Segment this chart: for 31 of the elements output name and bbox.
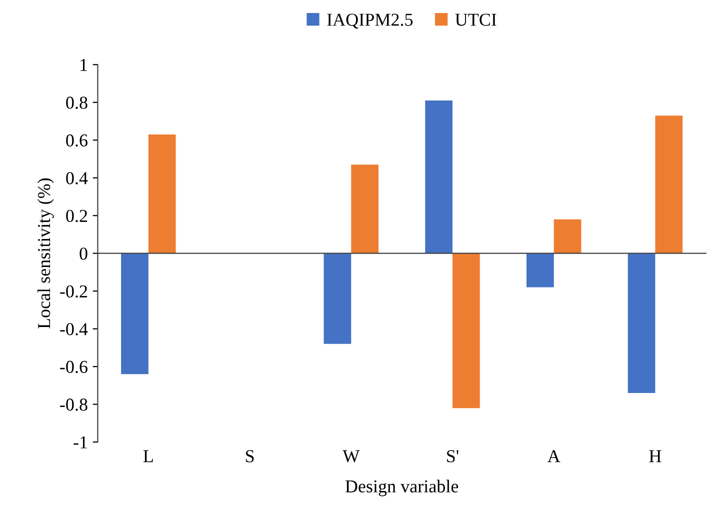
y-tick-label: -0.2 [60, 285, 88, 298]
y-tick-label: 1 [80, 58, 87, 71]
y-tick-label: 0 [80, 248, 88, 260]
y-tick-label: -0.8 [60, 398, 88, 411]
bar [148, 134, 176, 254]
y-tick-label: 0.2 [66, 210, 88, 222]
bar [452, 253, 480, 408]
x-tick-label: L [143, 450, 153, 462]
x-axis-title: Design variable [345, 480, 458, 496]
bar [425, 100, 452, 254]
x-tick-label: H [649, 450, 662, 462]
bar [121, 253, 148, 374]
legend-label: IAQIPM2.5 [327, 14, 413, 29]
y-tick-label: 0.6 [66, 134, 88, 147]
x-tick-label: S' [447, 450, 458, 462]
y-tick-label: 0.8 [66, 96, 88, 109]
y-tick-label: -1 [74, 436, 87, 448]
x-tick-label: S [246, 450, 254, 462]
x-tick-label: A [548, 450, 560, 462]
bar [554, 219, 582, 254]
y-tick-label: 0.4 [66, 172, 88, 184]
bar [628, 253, 656, 393]
bar [351, 164, 379, 254]
bar [526, 253, 554, 288]
y-tick-label: -0.6 [60, 360, 88, 374]
y-tick-label: -0.4 [60, 323, 88, 336]
legend-label: UTCI [455, 14, 496, 26]
x-tick-label: W [342, 450, 360, 462]
bar [655, 116, 683, 254]
bar [324, 253, 352, 344]
y-axis-title: Local sensitivity (%) [37, 178, 54, 329]
